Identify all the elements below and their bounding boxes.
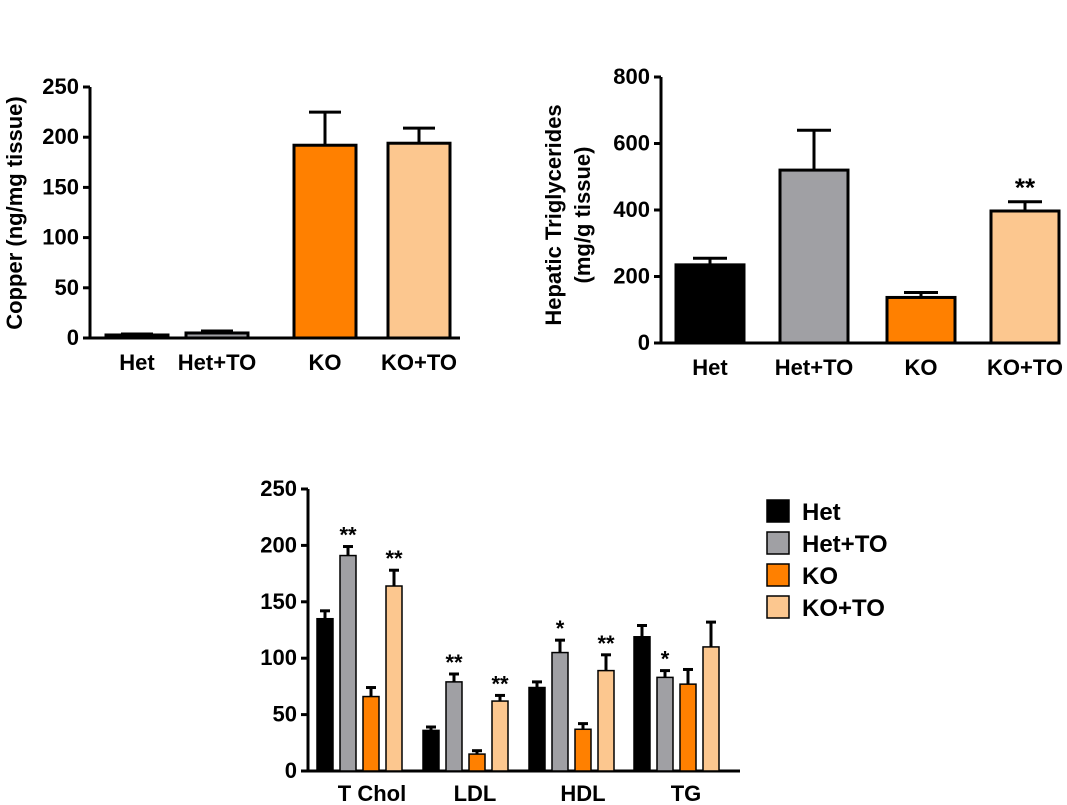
significance-marker: ** (385, 546, 403, 571)
legend-label: Het (802, 499, 841, 526)
x-tick-label: KO (905, 355, 938, 380)
legend: Het Het+TO KO KO+TO (766, 499, 888, 622)
y-tick-label: 0 (285, 758, 297, 783)
bar-het-to-tg (656, 676, 674, 772)
y-tick-label: 250 (42, 74, 79, 99)
bar-ko-to (386, 141, 452, 340)
x-tick-label: KO (309, 350, 342, 375)
legend-swatch-ko (766, 563, 790, 587)
y-tick-label: 200 (260, 532, 297, 557)
y-tick-label: 100 (42, 225, 79, 250)
significance-marker: ** (491, 671, 509, 696)
bar-ko-to-t-chol (385, 585, 403, 772)
x-tick-label: HDL (560, 781, 605, 805)
x-tick-label: Het (119, 350, 155, 375)
legend-swatch-ko-to (766, 595, 790, 619)
bar-ko-to-ldl (491, 700, 509, 772)
bar-ko-tg (679, 683, 697, 772)
bar-het-to-ldl (445, 681, 463, 772)
y-axis-label-line: Hepatic Triglycerides (541, 104, 566, 325)
x-tick-label: LDL (454, 781, 497, 805)
bar-ko-to-tg (702, 646, 720, 772)
bar-ko-hdl (574, 728, 592, 772)
y-axis-label: Hepatic Triglycerides (mg/g tissue) (541, 104, 595, 325)
bar-het-to-t-chol (339, 554, 357, 772)
bar-ko (292, 143, 358, 340)
y-axis-label: Copper (ng/mg tissue) (2, 96, 27, 329)
y-axis-label-line: Copper (ng/mg tissue) (2, 96, 27, 329)
bar-ko (885, 295, 957, 345)
y-tick-label: 150 (42, 174, 79, 199)
legend-label: KO (802, 563, 838, 590)
legend-label: KO+TO (802, 595, 885, 622)
y-tick-label: 200 (42, 124, 79, 149)
x-tick-label: Het (692, 355, 728, 380)
significance-marker: ** (1015, 173, 1036, 203)
x-tick-label: TG (671, 781, 702, 805)
y-tick-label: 600 (613, 131, 650, 156)
bar-het (104, 333, 170, 340)
panel-b: 0 200 400 600 800 Hepatic Triglycerides (mg/g … (541, 64, 1063, 380)
bar-ko-to (989, 209, 1061, 345)
bar-ko-to-hdl (597, 669, 615, 772)
bar-het-to-hdl (551, 651, 569, 772)
bar-het-ldl (422, 729, 440, 772)
legend-swatch-het-to (766, 531, 790, 555)
y-tick-label: 50 (55, 275, 79, 300)
y-tick-label: 800 (613, 64, 650, 89)
bar-het-hdl (528, 686, 546, 772)
significance-marker: ** (597, 631, 615, 656)
y-tick-label: 250 (260, 476, 297, 501)
significance-marker: ** (445, 650, 463, 675)
bar-ko-ldl (468, 753, 486, 772)
bar-het-to (778, 168, 850, 345)
x-tick-label: KO+TO (987, 355, 1063, 380)
bar-ko-t-chol (362, 695, 380, 772)
y-tick-label: 100 (260, 645, 297, 670)
y-tick-label: 200 (613, 264, 650, 289)
x-tick-label: KO+TO (381, 350, 457, 375)
y-axis-label-line: (mg/g tissue) (570, 147, 595, 284)
bar-het-to (184, 331, 250, 340)
x-tick-label: Het+TO (178, 350, 256, 375)
y-tick-label: 400 (613, 197, 650, 222)
legend-swatch-het (766, 499, 790, 523)
bar-het (674, 263, 746, 345)
significance-marker: * (556, 616, 565, 641)
y-tick-label: 150 (260, 589, 297, 614)
significance-marker: * (661, 647, 670, 672)
significance-marker: ** (339, 523, 357, 548)
legend-label: Het+TO (802, 531, 888, 558)
bar-het-tg (633, 636, 651, 772)
panel-a: 0 50 100 150 200 250 Copper (ng/mg tissue) Het H… (2, 74, 460, 375)
x-tick-label: T Chol (338, 781, 406, 805)
y-tick-label: 50 (273, 702, 297, 727)
x-tick-label: Het+TO (775, 355, 853, 380)
y-tick-label: 0 (67, 325, 79, 350)
y-tick-label: 0 (638, 330, 650, 355)
bar-het-t-chol (316, 617, 334, 772)
